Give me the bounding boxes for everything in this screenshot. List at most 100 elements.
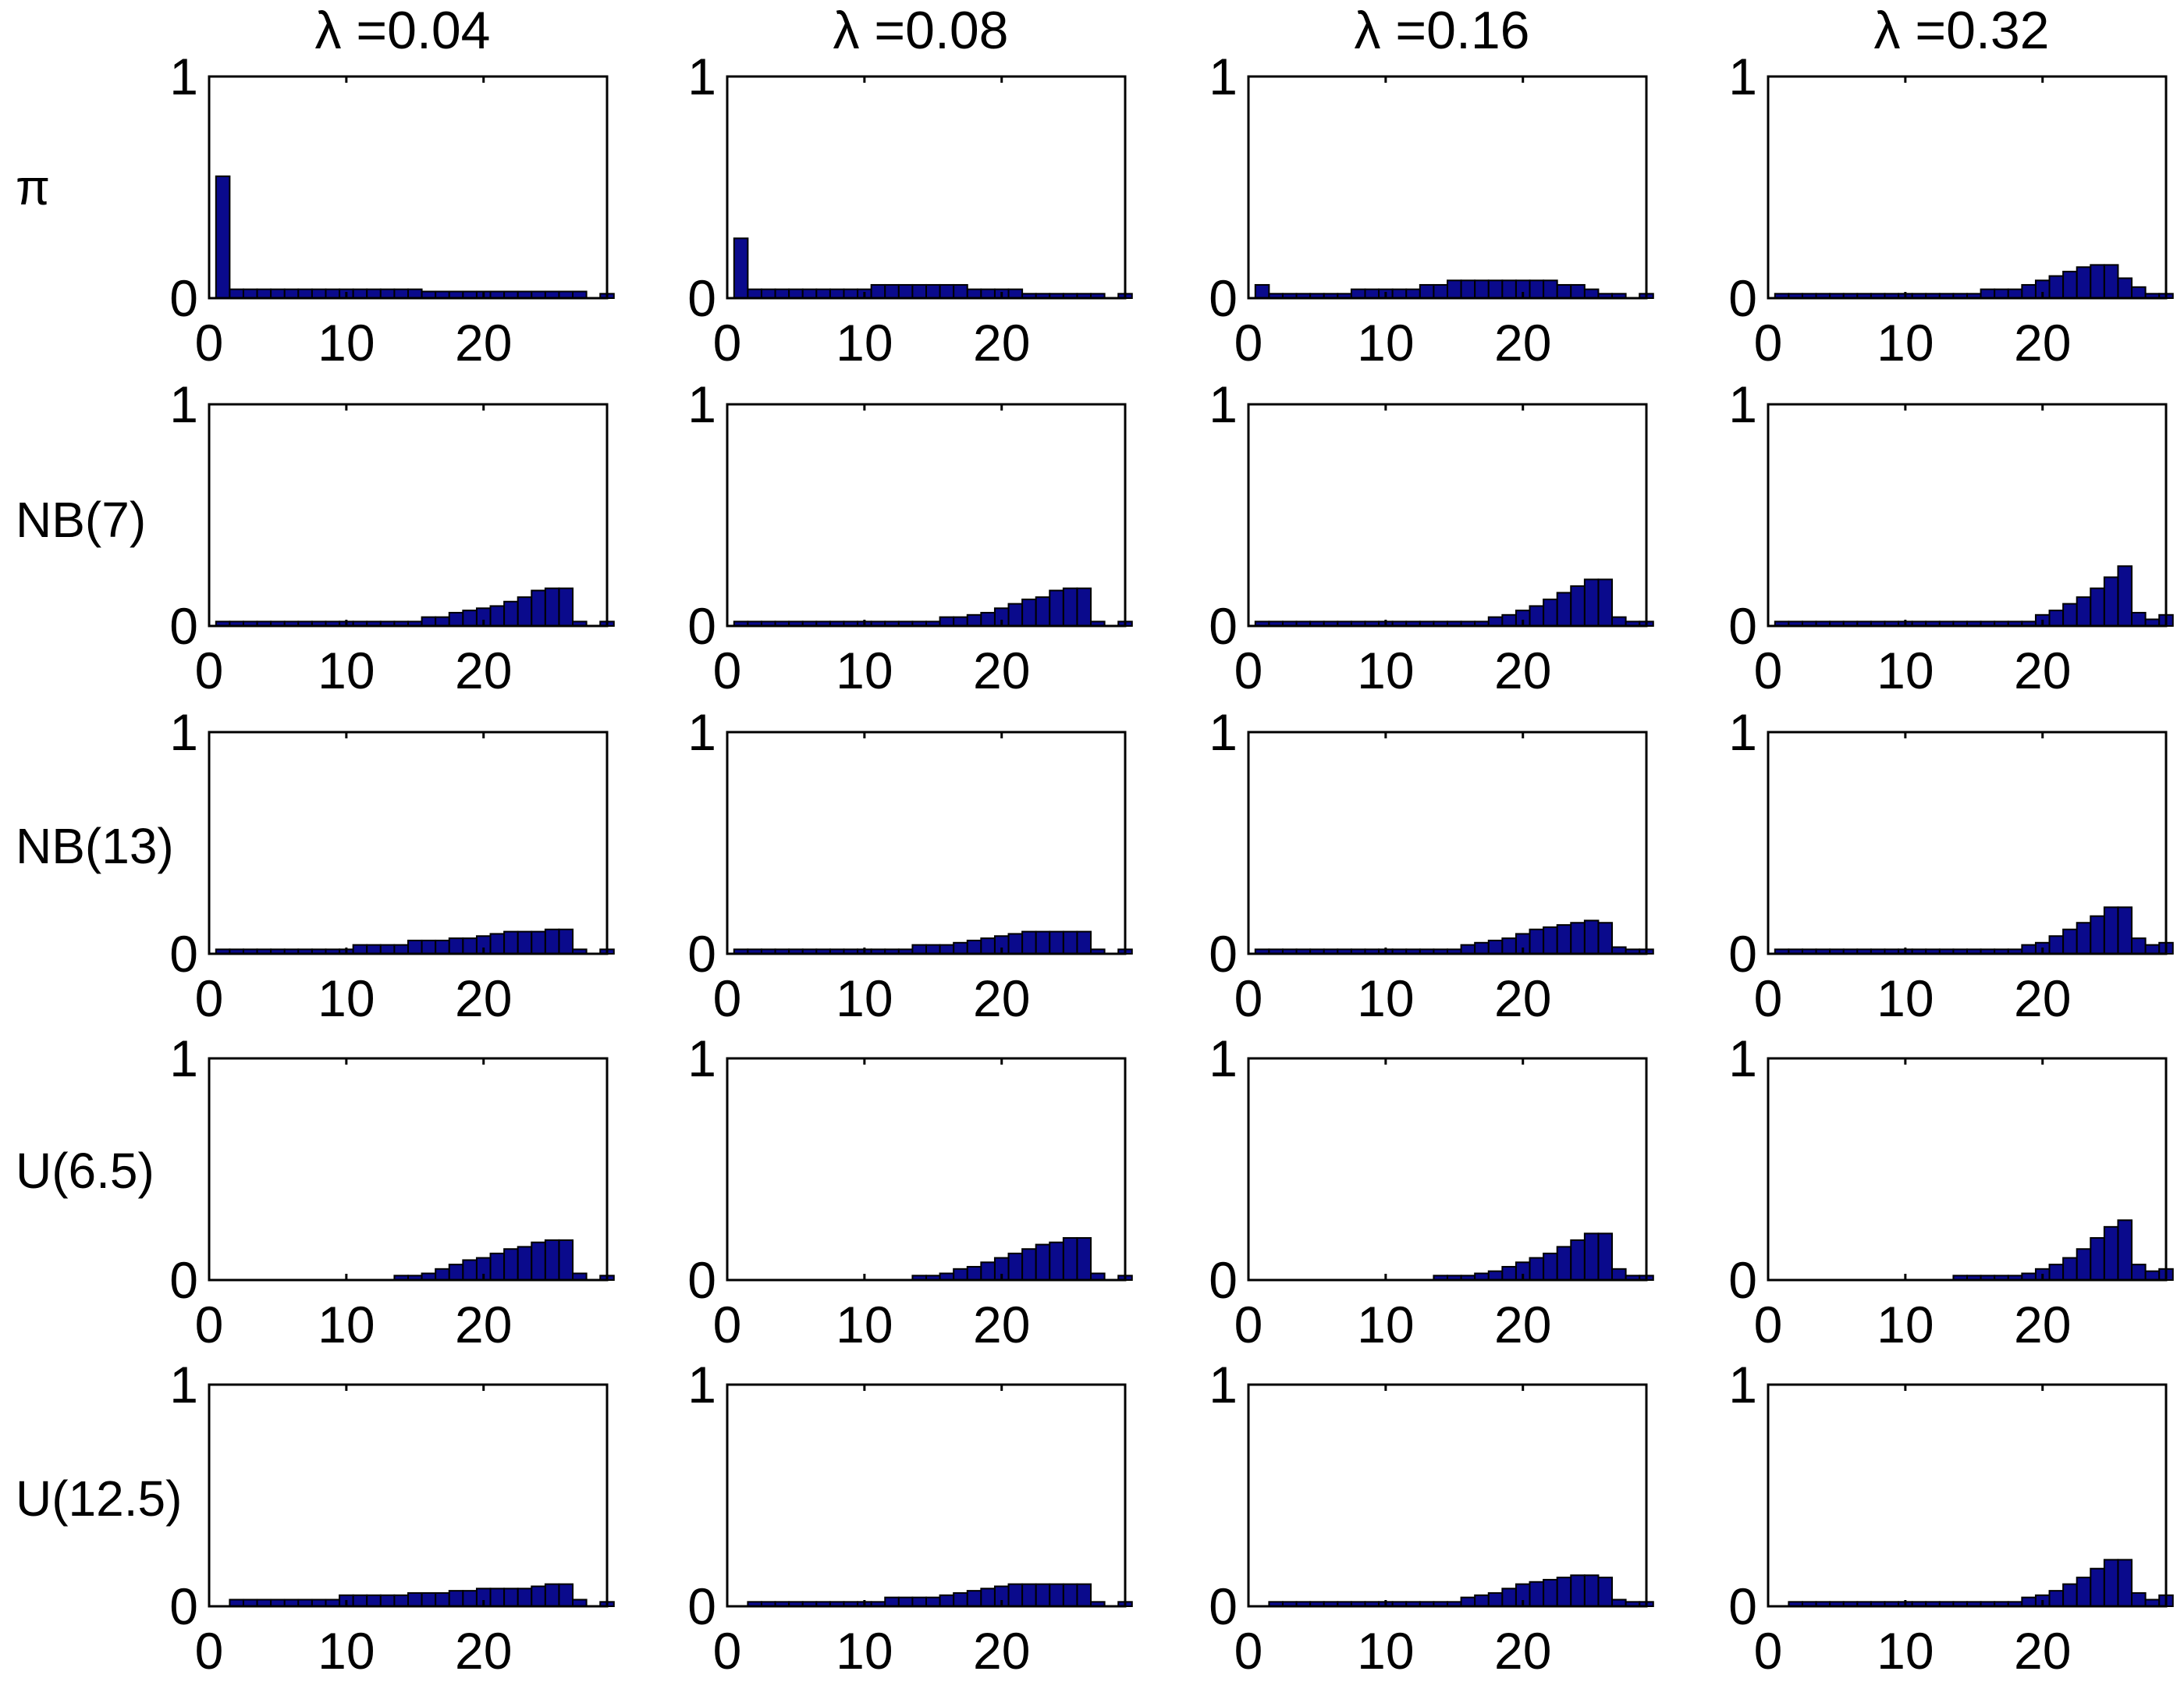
axes-frame: [1247, 75, 1648, 300]
x-tick-label: 20: [2014, 969, 2071, 1027]
x-tick-label: 20: [973, 1296, 1030, 1353]
bar-r1-c0-x22: [503, 600, 519, 628]
bar-r2-c1-x19: [980, 937, 996, 955]
bar-r0-c1-x19: [980, 288, 996, 300]
x-tick-label: 20: [1494, 642, 1551, 699]
bar-r2-c0-x21: [489, 933, 506, 955]
bar-r1-c2-x22: [1543, 598, 1558, 627]
x-tick-label: 20: [2014, 314, 2071, 372]
bar-r4-c1-x19: [980, 1588, 996, 1608]
bar-r3-c0-x17: [435, 1268, 450, 1282]
bar-r3-c3-x24: [2090, 1237, 2105, 1282]
y-tick-label: 0: [687, 597, 716, 655]
panel-r4-c1: 010 10 20: [687, 1356, 1133, 1680]
bar-r4-c3-x25: [2103, 1559, 2119, 1607]
bar-r0-c0-x7: [297, 288, 313, 300]
bar-r4-c3-x19: [2021, 1596, 2037, 1608]
bar-r2-c3-x27: [2131, 937, 2147, 955]
column-title-0: λ =0.04: [315, 1, 491, 60]
y-tick-label: 0: [1728, 597, 1757, 655]
x-tick-label: 0: [195, 1622, 224, 1680]
bar-r2-c2-x23: [1556, 924, 1572, 955]
bar-r2-c0-x12: [366, 944, 382, 955]
bar-r4-c3-x21: [2048, 1590, 2065, 1607]
bar-r0-c1-x9: [843, 288, 859, 300]
y-tick-label: 0: [687, 1251, 716, 1309]
bar-r2-c0-x16: [421, 939, 437, 955]
bar-r4-c3-x22: [2062, 1583, 2078, 1607]
bar-r4-c0-x18: [448, 1590, 464, 1607]
bar-r2-c1-x21: [1007, 933, 1024, 955]
y-tick-label: 1: [1209, 703, 1238, 761]
bar-r4-c0-x22: [503, 1588, 519, 1608]
row-label-0: π: [16, 159, 50, 215]
bar-r0-c3-x25: [2103, 264, 2119, 299]
bar-r0-c2-x24: [1570, 283, 1586, 299]
x-tick-label: 10: [1357, 1622, 1414, 1680]
x-tick-label: 0: [713, 314, 742, 372]
x-tick-label: 20: [1494, 1296, 1551, 1353]
y-tick-label: 1: [1728, 375, 1757, 433]
x-tick-label: 0: [1234, 1622, 1263, 1680]
bar-r2-c0-x24: [531, 930, 546, 955]
bar-r3-c1-x23: [1035, 1243, 1051, 1282]
axes-frame: [208, 1383, 609, 1608]
bar-r4-c0-x15: [407, 1591, 423, 1607]
bar-r4-c1-x18: [966, 1590, 982, 1607]
bar-r2-c2-x21: [1529, 928, 1545, 955]
bar-r2-c1-x24: [1049, 930, 1064, 955]
bar-r3-c0-x18: [448, 1264, 464, 1281]
x-tick-label: 20: [1494, 314, 1551, 372]
bar-r4-c2-x26: [1597, 1577, 1614, 1607]
bar-r4-c1-x23: [1035, 1583, 1051, 1607]
bar-r3-c2-x22: [1543, 1252, 1558, 1282]
bar-r1-c1-x22: [1021, 598, 1037, 627]
bar-r4-c2-x25: [1583, 1574, 1600, 1607]
bar-r2-c0-x15: [407, 939, 423, 955]
panel-r4-c0: 010 10 20: [169, 1356, 615, 1680]
bar-r2-c2-x17: [1474, 941, 1490, 955]
y-tick-label: 1: [687, 1356, 716, 1414]
bar-r4-c0-x17: [435, 1591, 450, 1607]
bar-r2-c1-x23: [1035, 930, 1051, 955]
bar-r4-c3-x26: [2117, 1559, 2133, 1607]
x-tick-label: 0: [195, 642, 224, 699]
x-tick-label: 20: [455, 1622, 512, 1680]
y-tick-label: 0: [1728, 925, 1757, 983]
bar-r2-c0-x11: [352, 944, 368, 955]
y-tick-label: 1: [1209, 375, 1238, 433]
x-tick-label: 20: [455, 1296, 512, 1353]
bar-r0-c1-x1: [733, 237, 749, 300]
bar-r0-c1-x11: [870, 283, 886, 299]
bar-r1-c2-x26: [1597, 578, 1614, 627]
bar-r2-c0-x18: [448, 937, 464, 955]
bar-r2-c0-x13: [379, 944, 396, 955]
bar-r0-c1-x2: [747, 288, 762, 300]
y-tick-label: 1: [1728, 1356, 1757, 1414]
bar-r0-c2-x19: [1501, 279, 1517, 299]
x-tick-label: 20: [973, 642, 1030, 699]
y-tick-label: 1: [687, 703, 716, 761]
bar-r2-c0-x14: [393, 944, 409, 955]
x-tick-label: 0: [1234, 314, 1263, 372]
bar-r2-c3-x24: [2090, 915, 2105, 955]
bar-r4-c3-x24: [2090, 1567, 2105, 1607]
bar-r4-c1-x21: [1007, 1583, 1024, 1607]
bar-r0-c2-x22: [1543, 279, 1558, 299]
bar-r3-c2-x18: [1487, 1270, 1504, 1282]
bar-r1-c0-x24: [531, 589, 546, 627]
bar-r3-c2-x27: [1611, 1268, 1627, 1282]
bar-r4-c0-x14: [393, 1594, 409, 1608]
bar-r4-c0-x13: [379, 1594, 396, 1608]
x-tick-label: 20: [1494, 969, 1551, 1027]
bar-r3-c3-x25: [2103, 1225, 2119, 1281]
bar-r2-c2-x24: [1570, 922, 1586, 955]
bar-r4-c0-x21: [489, 1588, 506, 1608]
bar-r1-c0-x21: [489, 605, 506, 628]
bar-r1-c0-x17: [435, 616, 450, 628]
axes-frame: [1247, 731, 1648, 955]
bar-r2-c2-x25: [1583, 919, 1600, 955]
bar-r0-c3-x24: [2090, 264, 2105, 299]
x-tick-label: 0: [1234, 1296, 1263, 1353]
x-tick-label: 20: [1494, 1622, 1551, 1680]
